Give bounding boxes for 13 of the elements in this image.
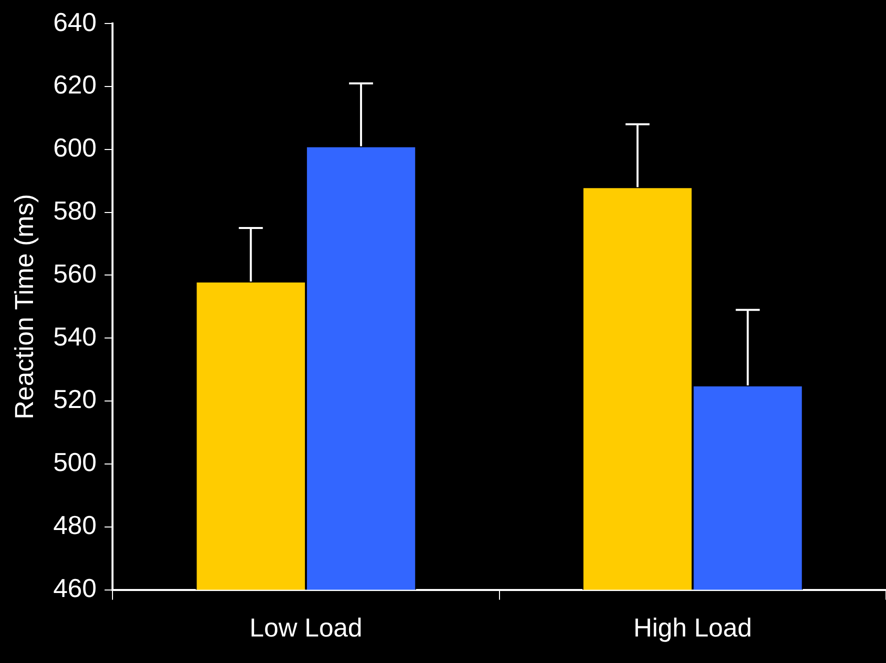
y-tick-label: 560 xyxy=(53,258,97,288)
y-tick-label: 540 xyxy=(53,321,97,352)
y-axis-title: Reaction Time (ms) xyxy=(8,194,39,420)
x-tick-label: Low Load xyxy=(250,612,362,643)
y-tick-label: 480 xyxy=(53,510,97,540)
y-tick-label: 640 xyxy=(53,6,97,37)
y-tick-label: 580 xyxy=(53,196,97,226)
x-tick-label: High Load xyxy=(633,612,752,643)
y-tick-label: 520 xyxy=(53,384,97,414)
y-tick-label: 500 xyxy=(53,447,97,478)
y-tick-label: 460 xyxy=(53,572,97,603)
y-tick-label: 620 xyxy=(53,70,97,100)
y-tick-label: 600 xyxy=(53,132,97,163)
